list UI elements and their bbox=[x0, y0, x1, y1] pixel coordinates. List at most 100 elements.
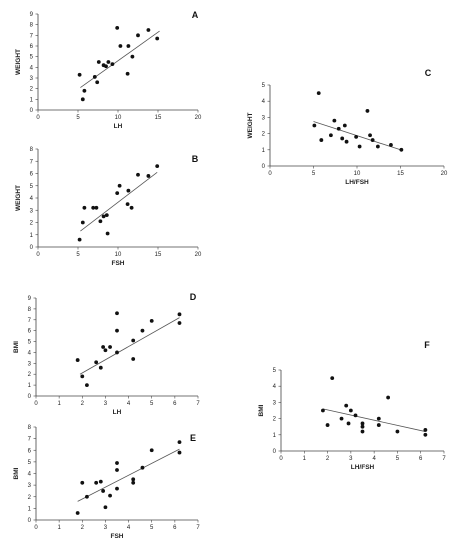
data-point-e bbox=[177, 450, 182, 455]
data-point-b bbox=[91, 205, 96, 210]
data-point-a bbox=[104, 64, 108, 69]
x-tick-label-d: 0 bbox=[34, 401, 38, 407]
data-point-c bbox=[332, 118, 337, 123]
x-tick-label-e: 7 bbox=[196, 525, 200, 531]
data-point-f bbox=[325, 423, 330, 427]
data-point-c bbox=[340, 136, 345, 141]
data-point-f bbox=[360, 421, 365, 426]
y-tick-label-a: 4 bbox=[30, 65, 34, 71]
data-point-e bbox=[131, 480, 136, 485]
y-tick-label-d: 3 bbox=[28, 361, 32, 367]
x-tick-label-c: 20 bbox=[441, 171, 448, 177]
x-tick-label-e: 3 bbox=[104, 525, 108, 531]
y-tick-label-e: 1 bbox=[28, 506, 32, 512]
x-tick-label-e: 4 bbox=[127, 525, 131, 531]
data-point-e bbox=[75, 511, 80, 515]
y-axis-label-f: BMI bbox=[258, 404, 265, 416]
y-tick-label-f: 1 bbox=[273, 433, 277, 439]
x-axis-label-b: FSH bbox=[112, 260, 125, 267]
data-point-b bbox=[115, 191, 120, 196]
data-point-b bbox=[117, 183, 122, 188]
y-tick-label-d: 2 bbox=[28, 372, 32, 378]
y-axis-label-d: BMI bbox=[13, 341, 20, 353]
data-point-b bbox=[77, 237, 82, 242]
x-tick-label-c: 10 bbox=[354, 171, 361, 177]
data-point-e bbox=[108, 493, 112, 498]
data-point-f bbox=[395, 429, 400, 434]
x-tick-label-d: 1 bbox=[57, 401, 61, 407]
y-tick-label-e: 6 bbox=[28, 448, 32, 454]
x-tick-label-c: 5 bbox=[312, 171, 316, 177]
y-tick-label-f: 5 bbox=[273, 368, 277, 374]
data-point-b bbox=[104, 213, 109, 218]
x-tick-label-b: 5 bbox=[76, 252, 80, 258]
y-axis-label-c: WEIGHT bbox=[247, 112, 254, 138]
y-tick-label-f: 4 bbox=[273, 384, 277, 390]
x-tick-label-c: 15 bbox=[397, 171, 404, 177]
y-tick-label-f: 0 bbox=[273, 449, 277, 455]
data-point-f bbox=[360, 424, 365, 429]
data-point-f bbox=[376, 423, 381, 427]
data-point-c bbox=[368, 133, 372, 138]
data-point-d bbox=[115, 311, 119, 316]
data-point-d bbox=[75, 358, 80, 362]
data-point-c bbox=[365, 109, 370, 113]
data-point-f bbox=[360, 429, 365, 434]
data-point-e bbox=[101, 489, 106, 493]
y-tick-label-e: 0 bbox=[28, 518, 32, 524]
y-tick-label-b: 4 bbox=[30, 196, 34, 202]
data-point-d bbox=[115, 350, 119, 355]
y-tick-label-a: 9 bbox=[30, 12, 34, 18]
data-point-a bbox=[96, 60, 101, 64]
y-tick-label-f: 2 bbox=[273, 417, 277, 423]
y-tick-label-e: 5 bbox=[28, 460, 32, 466]
data-point-d bbox=[177, 321, 182, 325]
data-point-a bbox=[77, 72, 82, 77]
data-point-c bbox=[329, 133, 333, 138]
x-tick-label-e: 1 bbox=[57, 525, 61, 531]
x-tick-label-b: 20 bbox=[195, 252, 202, 258]
data-point-b bbox=[155, 164, 160, 169]
x-tick-label-d: 7 bbox=[196, 401, 200, 407]
data-point-a bbox=[118, 44, 123, 48]
x-tick-label-d: 6 bbox=[173, 401, 177, 407]
x-tick-label-a: 10 bbox=[115, 115, 122, 121]
data-point-e bbox=[149, 448, 154, 453]
data-point-d bbox=[131, 338, 136, 343]
x-tick-label-e: 2 bbox=[81, 525, 85, 531]
data-point-c bbox=[342, 123, 347, 128]
data-point-b bbox=[146, 174, 151, 178]
y-tick-label-e: 7 bbox=[28, 437, 32, 443]
data-point-b bbox=[129, 205, 134, 210]
y-tick-label-b: 1 bbox=[30, 233, 34, 239]
data-point-f bbox=[386, 395, 391, 400]
data-point-f bbox=[339, 416, 344, 421]
y-tick-label-b: 2 bbox=[30, 221, 34, 227]
y-tick-label-c: 2 bbox=[262, 132, 266, 138]
data-point-d bbox=[140, 328, 145, 333]
data-point-a bbox=[136, 33, 140, 38]
x-tick-label-f: 3 bbox=[349, 456, 353, 462]
y-tick-label-e: 8 bbox=[28, 425, 32, 431]
data-point-a bbox=[92, 75, 97, 79]
y-tick-label-d: 4 bbox=[28, 350, 32, 356]
y-tick-label-d: 9 bbox=[28, 296, 32, 302]
x-axis-label-a: LH bbox=[114, 123, 123, 130]
trend-line-a bbox=[80, 30, 160, 88]
x-tick-label-d: 2 bbox=[81, 401, 85, 407]
data-point-b bbox=[94, 205, 99, 210]
x-axis-label-f: LH/FSH bbox=[351, 464, 375, 471]
data-point-f bbox=[330, 376, 335, 380]
trend-line-e bbox=[77, 448, 180, 502]
data-point-e bbox=[131, 477, 136, 482]
data-point-d bbox=[80, 374, 85, 379]
x-tick-label-b: 0 bbox=[36, 252, 40, 258]
data-point-d bbox=[115, 328, 119, 333]
y-tick-label-c: 0 bbox=[262, 164, 266, 170]
data-point-c bbox=[354, 134, 359, 139]
x-tick-label-a: 5 bbox=[76, 115, 80, 121]
chart-panel-d: 0 1 2 3 4 5 6 7 0 1 2 3 4 5 6 7 8 9 LH BMI D bbox=[13, 292, 200, 416]
y-tick-label-f: 3 bbox=[273, 400, 277, 406]
y-tick-label-c: 3 bbox=[262, 115, 266, 121]
data-point-c bbox=[319, 138, 324, 142]
